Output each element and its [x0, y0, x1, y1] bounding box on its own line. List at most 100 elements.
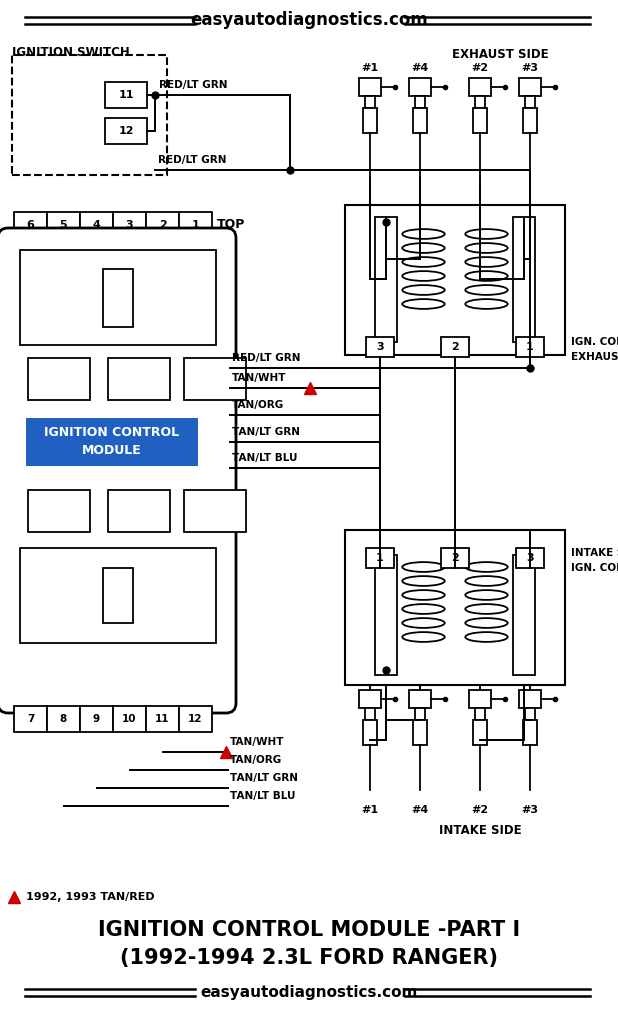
Bar — [513, 217, 535, 342]
Text: IGNITION CONTROL MODULE -PART I: IGNITION CONTROL MODULE -PART I — [98, 920, 520, 940]
Bar — [513, 555, 535, 675]
Bar — [146, 212, 179, 238]
Ellipse shape — [402, 590, 445, 599]
Bar — [47, 706, 80, 732]
Ellipse shape — [402, 632, 445, 642]
Text: 10: 10 — [122, 714, 137, 724]
Ellipse shape — [465, 590, 508, 599]
Bar — [47, 212, 80, 238]
Bar — [473, 108, 487, 133]
Bar — [14, 706, 47, 732]
Bar — [345, 205, 565, 355]
Bar — [413, 108, 427, 133]
Text: 1: 1 — [192, 220, 200, 230]
Bar — [28, 490, 90, 533]
Text: 12: 12 — [188, 714, 203, 724]
Text: RED/LT GRN: RED/LT GRN — [158, 154, 227, 165]
Text: 2: 2 — [451, 553, 459, 563]
Ellipse shape — [402, 618, 445, 628]
Text: 9: 9 — [93, 714, 100, 724]
Bar — [113, 706, 146, 732]
Bar — [113, 212, 146, 238]
Bar — [179, 212, 212, 238]
Ellipse shape — [465, 258, 508, 267]
Text: 1: 1 — [526, 342, 534, 352]
Text: easyautodiagnostics.com: easyautodiagnostics.com — [190, 11, 428, 29]
Ellipse shape — [465, 285, 508, 295]
Text: (1992-1994 2.3L FORD RANGER): (1992-1994 2.3L FORD RANGER) — [120, 948, 498, 968]
Text: 1992, 1993 TAN/RED: 1992, 1993 TAN/RED — [26, 892, 154, 902]
Bar — [441, 548, 469, 568]
Text: 7: 7 — [27, 714, 34, 724]
Bar — [469, 690, 491, 708]
Ellipse shape — [402, 605, 445, 614]
Ellipse shape — [465, 562, 508, 572]
Text: 6: 6 — [27, 220, 35, 230]
Bar — [365, 96, 375, 108]
Ellipse shape — [402, 299, 445, 309]
Ellipse shape — [402, 576, 445, 586]
Text: 2: 2 — [159, 220, 166, 230]
Text: TAN/LT GRN: TAN/LT GRN — [232, 427, 300, 437]
Bar — [475, 96, 485, 108]
Text: 1: 1 — [376, 553, 384, 563]
Bar — [105, 82, 147, 108]
Ellipse shape — [465, 618, 508, 628]
Bar — [523, 108, 537, 133]
Ellipse shape — [402, 562, 445, 572]
Text: TAN/ORG: TAN/ORG — [230, 755, 282, 765]
Bar — [20, 548, 216, 643]
Ellipse shape — [402, 243, 445, 253]
Bar — [179, 706, 212, 732]
Text: 3: 3 — [526, 553, 534, 563]
Bar — [525, 708, 535, 720]
Bar — [363, 720, 377, 745]
Bar — [345, 530, 565, 685]
Bar — [20, 250, 216, 345]
Ellipse shape — [465, 243, 508, 253]
Ellipse shape — [465, 229, 508, 239]
Text: IGN. COIL: IGN. COIL — [571, 563, 618, 573]
Ellipse shape — [402, 229, 445, 239]
Bar — [375, 217, 397, 342]
Text: TAN/LT GRN: TAN/LT GRN — [230, 772, 298, 783]
Text: RED/LT GRN: RED/LT GRN — [232, 353, 300, 363]
Bar — [365, 708, 375, 720]
Bar — [28, 358, 90, 400]
Text: #4: #4 — [412, 805, 429, 815]
Bar — [80, 212, 113, 238]
Text: 12: 12 — [118, 126, 133, 136]
Text: 5: 5 — [60, 220, 67, 230]
Bar — [415, 708, 425, 720]
Text: #4: #4 — [412, 63, 429, 73]
Bar — [523, 720, 537, 745]
Text: 3: 3 — [125, 220, 133, 230]
Bar — [441, 337, 469, 357]
Text: RED/LT GRN: RED/LT GRN — [159, 80, 227, 90]
Text: #3: #3 — [522, 805, 538, 815]
Bar — [375, 555, 397, 675]
Bar — [413, 720, 427, 745]
Bar — [12, 55, 167, 175]
Bar — [363, 108, 377, 133]
Text: #3: #3 — [522, 63, 538, 73]
Text: INTAKE SIDE: INTAKE SIDE — [439, 824, 522, 836]
Bar — [519, 690, 541, 708]
Text: 3: 3 — [376, 342, 384, 352]
Ellipse shape — [465, 576, 508, 586]
Bar — [415, 96, 425, 108]
Bar — [409, 690, 431, 708]
Bar — [525, 96, 535, 108]
Text: IGN. COIL: IGN. COIL — [571, 337, 618, 347]
Text: TOP: TOP — [217, 218, 245, 232]
Bar — [108, 490, 170, 533]
Text: 11: 11 — [118, 90, 133, 100]
Bar — [359, 78, 381, 96]
Ellipse shape — [465, 605, 508, 614]
Bar — [103, 568, 133, 623]
Text: 4: 4 — [93, 220, 101, 230]
Text: 11: 11 — [155, 714, 170, 724]
Bar — [80, 706, 113, 732]
Text: 8: 8 — [60, 714, 67, 724]
Bar — [108, 358, 170, 400]
